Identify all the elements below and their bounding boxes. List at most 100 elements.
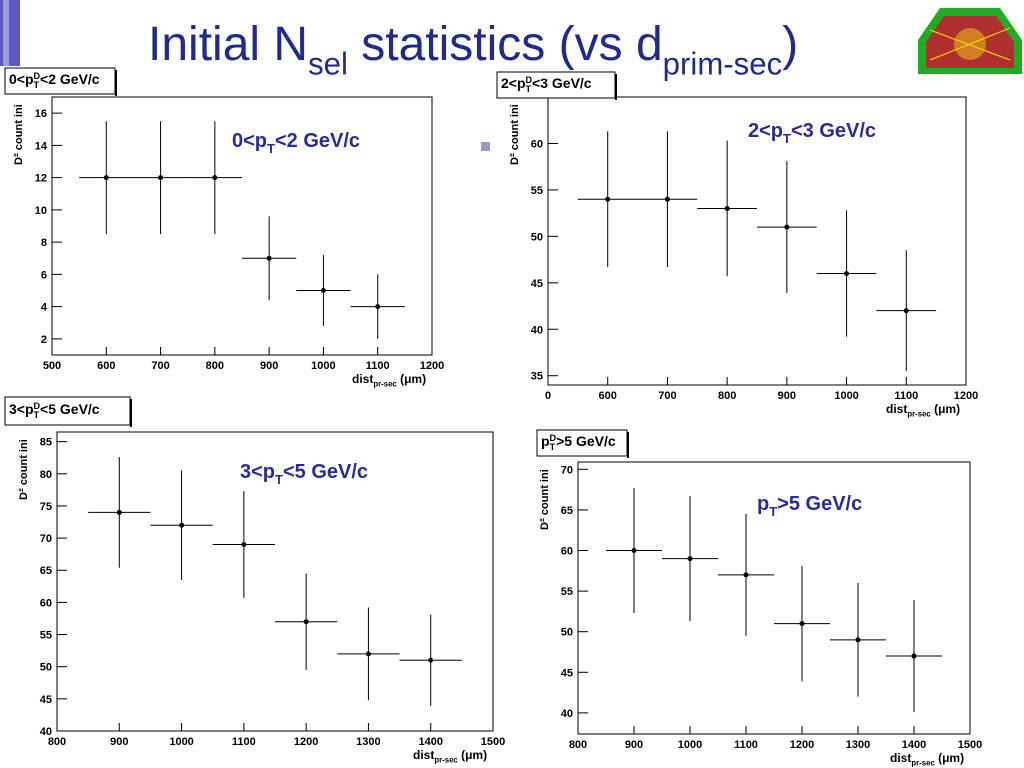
x-tick-label: 900 — [260, 360, 278, 372]
title-box-shadow — [130, 399, 132, 427]
text-part: 0<p — [232, 130, 267, 152]
annotation: pT>5 GeV/c — [757, 493, 862, 519]
y-tick-label: 80 — [40, 469, 52, 481]
text-part: T — [550, 442, 556, 452]
text-part: <5 GeV/c — [40, 401, 100, 417]
x-tick-label: 800 — [48, 736, 66, 748]
text-part: 0<p — [9, 71, 34, 87]
x-tick-label: 700 — [151, 360, 169, 372]
text-part: <2 GeV/c — [275, 130, 360, 152]
y-tick-label: 35 — [531, 371, 543, 383]
text-part: 2<p — [748, 120, 783, 142]
x-tick-label: 600 — [97, 360, 115, 372]
text-part: count ini — [13, 104, 25, 153]
y-tick-label: 65 — [561, 505, 573, 517]
data-point — [687, 556, 693, 562]
x-tick-label: 1200 — [294, 736, 318, 748]
y-tick-label: 65 — [40, 565, 52, 577]
data-point — [911, 653, 917, 659]
text-part: >5 GeV/c — [556, 433, 616, 449]
data-point — [266, 255, 272, 261]
x-tick-label: 1000 — [169, 736, 193, 748]
y-tick-label: 16 — [35, 108, 47, 120]
x-tick-label: 1000 — [311, 360, 335, 372]
y-tick-label: 40 — [561, 708, 573, 720]
y-tick-label: 12 — [35, 173, 47, 185]
data-point — [241, 542, 247, 548]
y-tick-label: 2 — [41, 334, 47, 346]
text-part: D — [18, 492, 30, 500]
text-part: T — [769, 504, 777, 519]
text-part: pr-sec — [907, 410, 931, 419]
x-tick-label: 1400 — [418, 736, 442, 748]
text-part: count ini — [509, 104, 521, 153]
text-part: count ini — [539, 469, 551, 518]
annotation: 3<pT<5 GeV/c — [240, 461, 368, 487]
data-point — [605, 196, 611, 202]
text-part: dist — [413, 748, 434, 762]
data-point — [724, 205, 730, 211]
text-part: dist — [890, 751, 911, 765]
title-box — [4, 67, 116, 95]
y-axis-label: D± count ini — [17, 439, 30, 500]
y-tick-label: 60 — [40, 597, 52, 609]
text-part: D — [33, 401, 40, 411]
x-tick-label: 800 — [569, 739, 587, 751]
x-tick-label: 1200 — [420, 360, 444, 372]
x-tick-label: 1500 — [481, 736, 505, 748]
y-tick-label: 45 — [561, 667, 573, 679]
x-tick-label: 1200 — [790, 739, 814, 751]
y-tick-label: 50 — [531, 231, 543, 243]
x-tick-label: 800 — [718, 390, 736, 402]
bullet — [481, 142, 490, 151]
x-tick-label: 1100 — [366, 360, 390, 372]
text-part: T — [267, 141, 275, 156]
y-axis-label: D± count ini — [12, 104, 25, 165]
data-point — [158, 175, 164, 181]
text-part: >5 GeV/c — [777, 493, 862, 515]
y-tick-label: 6 — [41, 269, 47, 281]
text-part: ± — [538, 518, 546, 522]
title-box-shadow — [615, 74, 617, 100]
text-part: 3<p — [9, 401, 34, 417]
text-part: <3 GeV/c — [791, 120, 876, 142]
x-tick-label: 900 — [110, 736, 128, 748]
text-part: pr-sec — [434, 756, 458, 765]
text-part: <2 GeV/c — [40, 71, 100, 87]
y-tick-label: 55 — [531, 185, 543, 197]
y-axis-label: D± count ini — [538, 469, 551, 530]
text-part: (μm) — [931, 402, 960, 416]
y-tick-label: 4 — [41, 302, 48, 314]
text-part: ± — [12, 153, 20, 157]
x-tick-label: 1000 — [834, 390, 858, 402]
x-tick-label: 800 — [206, 360, 224, 372]
text-part: D — [550, 433, 557, 443]
text-part: D — [539, 522, 551, 530]
data-point — [320, 288, 326, 293]
text-part: (μm) — [458, 748, 487, 762]
plot-title: 3<pTD<5 GeV/c — [9, 401, 100, 420]
y-tick-label: 50 — [561, 627, 573, 639]
plot-title: pTD>5 GeV/c — [541, 433, 616, 452]
y-tick-label: 14 — [35, 140, 48, 152]
text-part: 3<p — [240, 461, 275, 483]
text-part: T — [34, 80, 40, 90]
plot-frame — [56, 431, 494, 732]
y-tick-label: 75 — [40, 501, 52, 513]
annotation: 2<pT<3 GeV/c — [748, 120, 876, 146]
text-part: prim-sec — [663, 46, 783, 81]
data-point — [844, 271, 850, 277]
y-tick-label: 70 — [40, 533, 52, 545]
text-part: ± — [17, 488, 25, 492]
text-part: T — [275, 472, 283, 487]
data-point — [631, 548, 637, 554]
data-point — [743, 572, 749, 578]
text-part: D — [509, 157, 521, 165]
annotation: 0<pT<2 GeV/c — [232, 130, 360, 156]
text-part: dist — [352, 372, 373, 386]
data-point — [103, 175, 109, 181]
y-tick-label: 40 — [531, 324, 543, 336]
x-tick-label: 0 — [545, 390, 551, 402]
data-point — [428, 657, 434, 663]
